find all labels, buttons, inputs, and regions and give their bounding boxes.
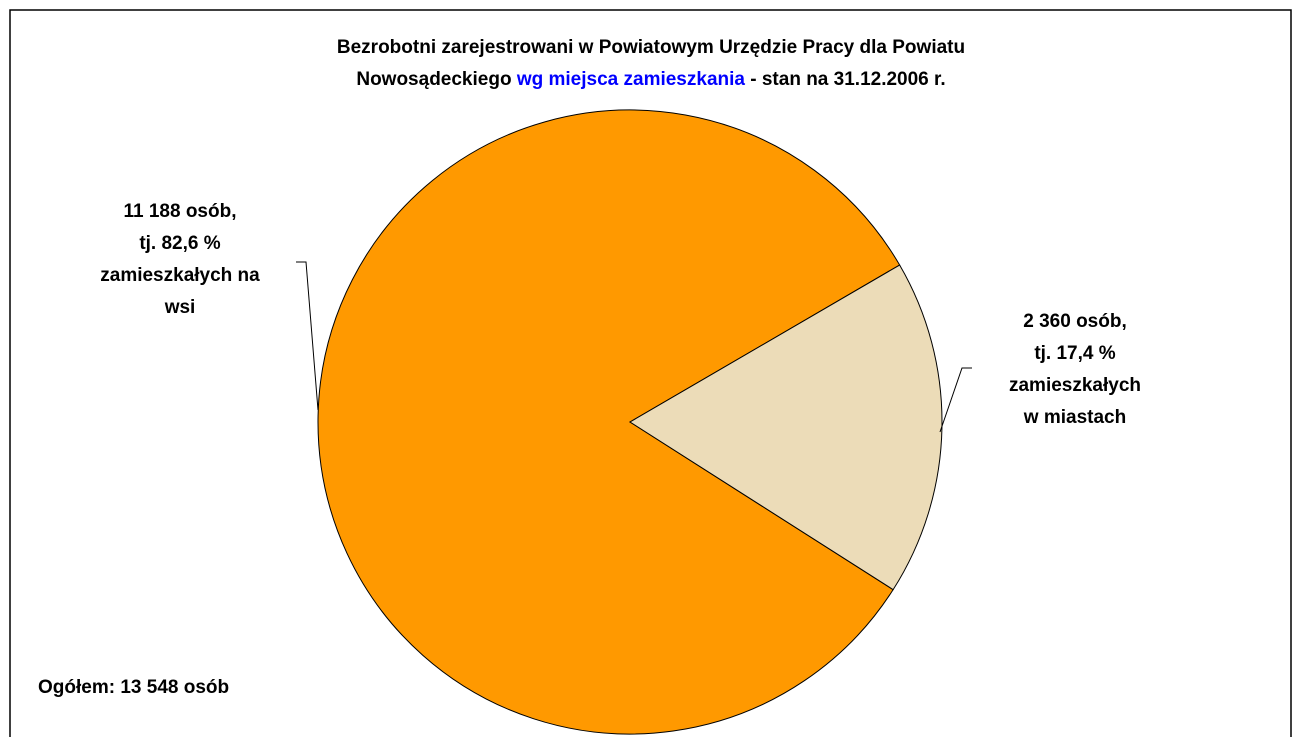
- slice-label-line: zamieszkałych: [1009, 375, 1141, 396]
- total-annotation: Ogółem: 13 548 osób: [38, 677, 229, 698]
- leader-line: [939, 367, 972, 433]
- slice-label-line: zamieszkałych na: [100, 265, 260, 286]
- slice-label-line: tj. 17,4 %: [1034, 343, 1115, 364]
- slice-label-line: w miastach: [1023, 407, 1126, 428]
- title-part: Nowosądeckiego: [356, 69, 511, 90]
- slice-label: 2 360 osób, tj. 17,4 % zamieszkałych w mias…: [1009, 311, 1141, 428]
- chart-title: Nowosądeckiego wg miejsca zamieszkania -…: [356, 69, 945, 90]
- pie-slice: [629, 264, 943, 591]
- slice-label-line: 2 360 osób,: [1023, 311, 1127, 332]
- title-highlight: wg miejsca zamieszkania: [516, 69, 746, 90]
- title-part: - stan na 31.12.2006 r.: [750, 69, 945, 90]
- slice-label-line: wsi: [164, 297, 196, 318]
- slice-label: 11 188 osób, tj. 82,6 % zamieszkałych na ws…: [100, 201, 260, 318]
- chart-title: Bezrobotni zarejestrowani w Powiatowym U…: [337, 37, 965, 58]
- leader-line: [296, 261, 319, 411]
- pie-slice: [317, 109, 901, 735]
- slice-label-line: 11 188 osób,: [123, 201, 236, 222]
- slice-label-line: tj. 82,6 %: [139, 233, 220, 254]
